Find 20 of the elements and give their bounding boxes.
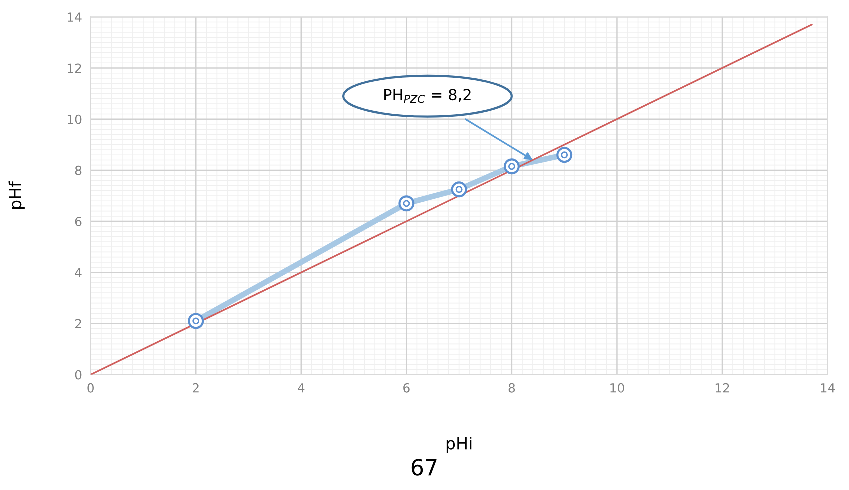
x-axis-title: pHi: [446, 436, 472, 454]
text: 67: [412, 459, 437, 476]
x-tick-label: 4: [298, 384, 305, 393]
y-tick-label: 4: [75, 268, 82, 278]
x-tick-label: 2: [193, 383, 199, 393]
y-tick-label: 10: [68, 114, 82, 124]
x-tick-label: 6: [404, 383, 410, 393]
y-tick-label: 14: [68, 12, 82, 22]
y-tick-label: 2: [75, 319, 82, 328]
y-tick-label: 0: [75, 370, 82, 380]
y-tick-label: 6: [75, 217, 82, 226]
x-tick-label: 10: [610, 383, 624, 393]
y-tick-label: 8: [75, 166, 82, 176]
x-tick-label: 14: [821, 384, 836, 393]
x-tick-label: 8: [508, 383, 516, 393]
x-tick-label: 0: [88, 383, 94, 393]
x-tick-label: 12: [716, 383, 730, 393]
annotation: PH$_{PZC}$ = 8,2: [384, 89, 471, 104]
y-tick-label: 12: [68, 64, 82, 73]
y-axis-title: pHf: [8, 181, 25, 209]
